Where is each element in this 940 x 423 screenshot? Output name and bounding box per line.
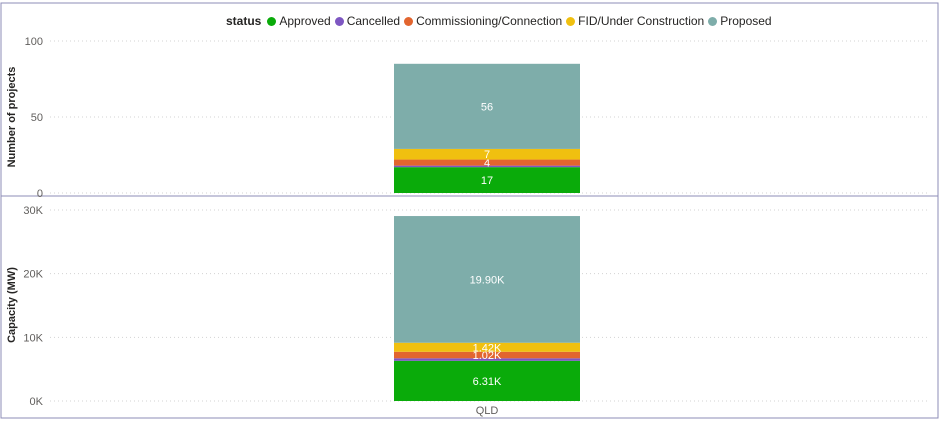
legend-title: status (226, 14, 262, 28)
legend-label: FID/Under Construction (578, 14, 705, 28)
legend-item-fid[interactable]: FID/Under Construction (566, 14, 704, 28)
y-axis-title: Capacity (MW) (6, 267, 18, 343)
legend-dot-icon (404, 16, 414, 26)
legend-dot-icon (267, 16, 277, 26)
legend-item-proposed[interactable]: Proposed (708, 14, 772, 28)
data-label: 1.02K (473, 350, 502, 362)
data-label: 6.31K (473, 376, 502, 388)
legend-item-cancelled[interactable]: Cancelled (334, 14, 401, 28)
bar-segment[interactable] (394, 358, 580, 361)
y-axis-title: Number of projects (6, 67, 18, 168)
projects-chart: 0 50 100 Number of projects 17 47 56 (6, 36, 930, 200)
legend-label: Commissioning/Connection (416, 14, 563, 28)
y-tick-label: 0 (37, 188, 43, 200)
legend-dot-icon (566, 16, 576, 26)
data-label: 19.90K (470, 274, 506, 286)
data-label: 56 (481, 101, 493, 113)
bar-segment[interactable] (394, 216, 580, 343)
data-label: 4 (484, 158, 490, 170)
bar-segment[interactable] (394, 148, 580, 160)
bar-segment[interactable] (394, 167, 580, 193)
bar-segment[interactable] (394, 63, 580, 149)
data-label: 7 (484, 149, 490, 161)
legend-label: Proposed (720, 14, 772, 28)
y-tick-label: 100 (25, 36, 43, 48)
legend-item-commissioning[interactable]: Commissioning/Connection (404, 14, 562, 28)
legend-label: Cancelled (346, 14, 401, 28)
data-label: 17 (481, 175, 493, 187)
bar-segment[interactable] (394, 342, 580, 352)
bar-segment[interactable] (394, 351, 580, 359)
y-tick-label: 30K (23, 205, 43, 217)
bar-segment[interactable] (394, 159, 580, 166)
legend-dot-icon (708, 16, 718, 26)
data-label: 1.42K (473, 342, 502, 354)
y-tick-label: 0K (30, 396, 44, 408)
y-tick-label: 10K (23, 332, 43, 344)
x-tick-label: QLD (476, 405, 499, 417)
legend-item-approved[interactable]: Approved (267, 14, 331, 28)
bar-segment[interactable] (394, 360, 580, 401)
legend: status Approved Cancelled Commissioning/… (226, 13, 776, 29)
bar-segment[interactable] (394, 165, 580, 168)
legend-dot-icon (334, 16, 344, 26)
y-tick-label: 20K (23, 269, 43, 281)
y-tick-label: 50 (31, 112, 43, 124)
legend-label: Approved (279, 14, 331, 28)
